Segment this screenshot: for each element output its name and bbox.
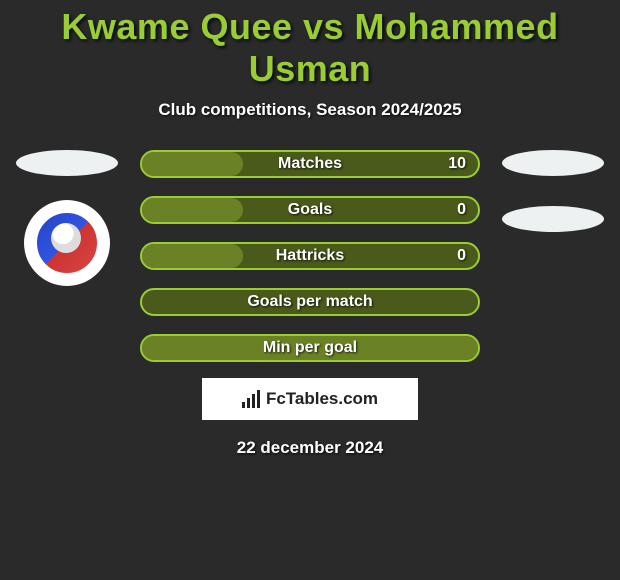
- stat-bar-label: Min per goal: [263, 339, 357, 357]
- stat-bar-label: Hattricks: [276, 247, 344, 265]
- stat-bar: Goals per match: [140, 288, 480, 316]
- player-right-ellipse-1: [502, 150, 604, 176]
- stat-bar: Goals 0: [140, 196, 480, 224]
- stat-bar-fill: [142, 152, 243, 176]
- brand-text: FcTables.com: [266, 389, 378, 409]
- right-player-col: [498, 150, 608, 232]
- stat-bar: Hattricks 0: [140, 242, 480, 270]
- page-title: Kwame Quee vs Mohammed Usman: [0, 0, 620, 90]
- club-badge: [24, 200, 110, 286]
- player-left-ellipse: [16, 150, 118, 176]
- stat-bar: Min per goal: [140, 334, 480, 362]
- stat-bar-label: Matches: [278, 155, 342, 173]
- stat-bar-value: 0: [457, 201, 466, 219]
- stat-bar-label: Goals: [288, 201, 332, 219]
- left-player-col: [12, 150, 122, 286]
- subtitle: Club competitions, Season 2024/2025: [0, 100, 620, 120]
- stat-bar-label: Goals per match: [247, 293, 372, 311]
- stat-bar-value: 10: [448, 155, 466, 173]
- stats-bars: Matches 10 Goals 0 Hattricks 0 Goals per match…: [140, 150, 480, 362]
- stat-bar-fill: [142, 244, 243, 268]
- stat-bar: Matches 10: [140, 150, 480, 178]
- chart-icon: [242, 390, 260, 408]
- club-badge-icon: [34, 210, 100, 276]
- date-text: 22 december 2024: [0, 438, 620, 458]
- comparison-row: Matches 10 Goals 0 Hattricks 0 Goals per match…: [0, 150, 620, 362]
- player-right-ellipse-2: [502, 206, 604, 232]
- brand-box: FcTables.com: [202, 378, 418, 420]
- stat-bar-fill: [142, 198, 243, 222]
- stat-bar-value: 0: [457, 247, 466, 265]
